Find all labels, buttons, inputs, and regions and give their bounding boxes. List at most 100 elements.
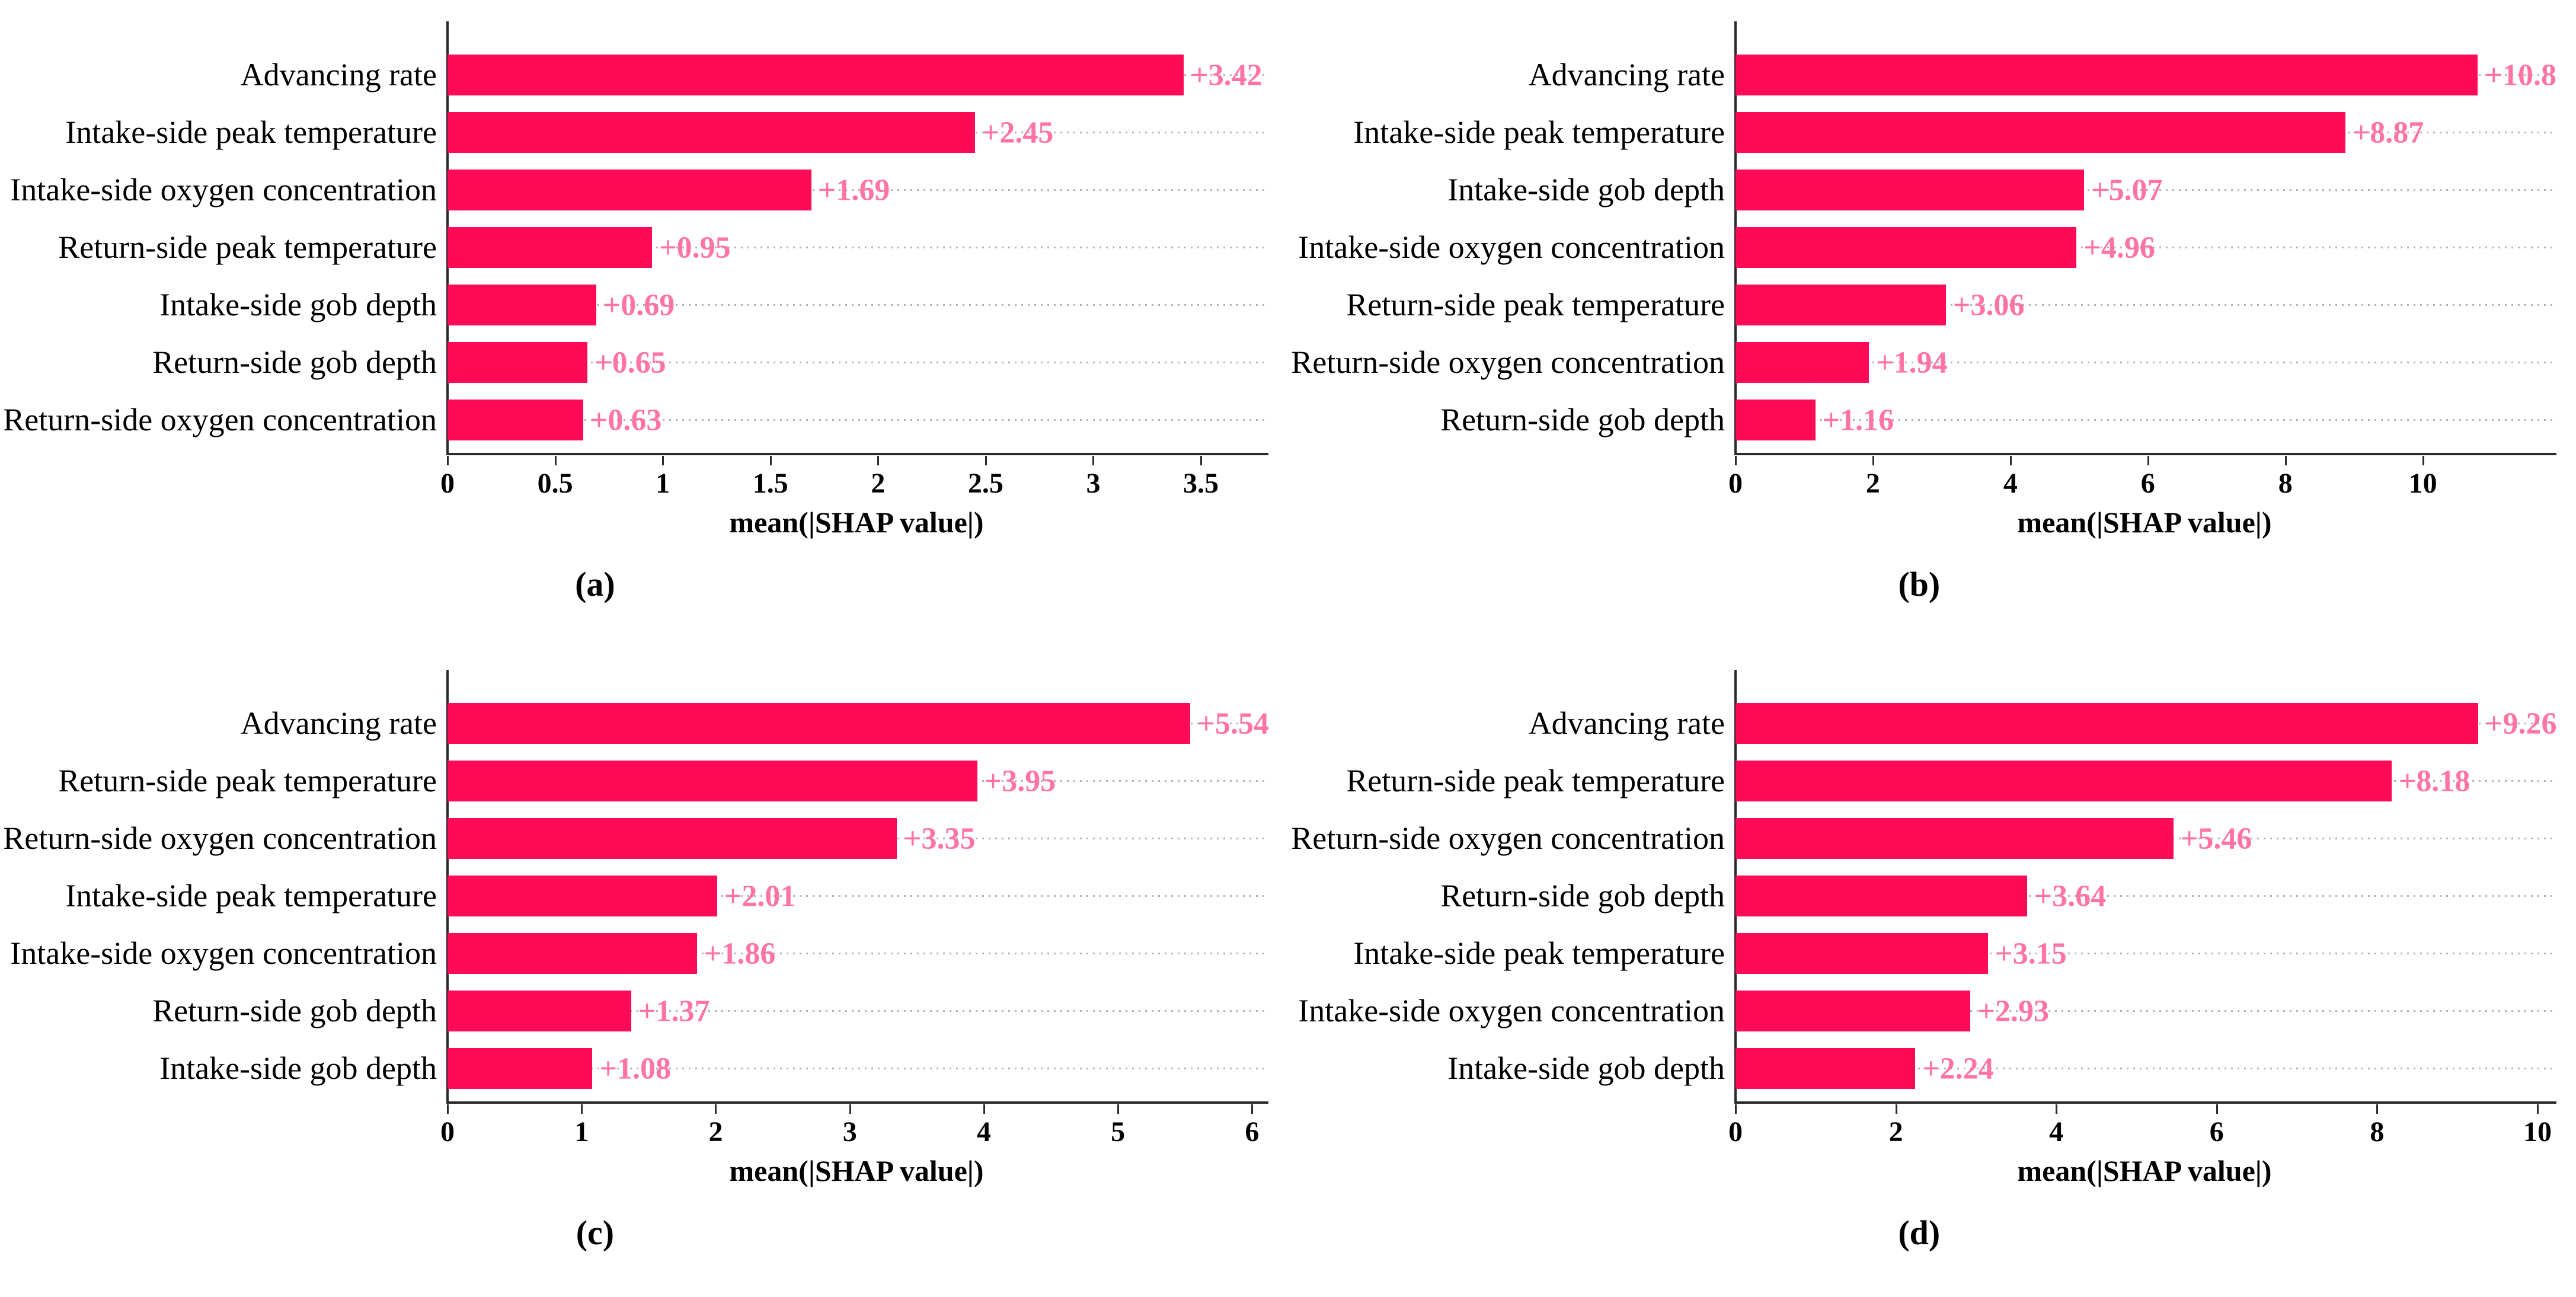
x-tick-label: 3 [1086,468,1101,499]
bar-value-label: +5.46 [2180,822,2252,855]
dotted-gridline [1736,895,2553,897]
feature-label: Intake-side oxygen concentration [1298,993,1725,1028]
x-tick-label: 2 [871,468,886,499]
plot-cell: +1.69 [448,161,1265,219]
x-tick-label: 2 [708,1116,723,1148]
x-tick-label: 2 [1888,1116,1903,1148]
shap-bar [1736,1048,1916,1089]
bar-value-label: +2.24 [1922,1052,1994,1085]
feature-label: Advancing rate [240,57,437,92]
feature-label: Advancing rate [1528,57,1725,92]
dotted-gridline [448,247,1265,248]
plot-cell: +2.45 [448,104,1265,161]
feature-label: Intake-side peak temperature [65,114,437,150]
dotted-gridline [1736,953,2553,954]
bar-row: Advancing rate +9.26 [1288,695,2556,752]
shap-bar [448,227,652,268]
dotted-gridline [448,1010,1265,1012]
feature-label: Intake-side oxygen concentration [1298,229,1725,265]
x-tick-label: 0 [1728,1116,1743,1148]
plot-cell: +4.96 [1736,219,2553,276]
x-tick-label: 5 [1111,1116,1126,1148]
shap-bar [448,1048,593,1089]
x-tick-mark [2147,456,2149,465]
bar-rows: Advancing rate +9.26 Return-side peak temp… [1288,695,2556,1097]
feature-label: Return-side peak temperature [58,763,437,798]
shap-bar [448,818,897,859]
plot-cell: +3.06 [1736,276,2553,334]
x-tick-label: 4 [2049,1116,2064,1148]
plot-cell: +3.35 [448,810,1265,867]
shap-bar [448,170,811,210]
bar-row: Intake-side oxygen concentration +2.93 [1288,982,2553,1040]
plot-cell: +2.24 [1736,1040,2553,1097]
shap-panel-d: Advancing rate +9.26 Return-side peak temp… [1288,648,2576,1297]
feature-label: Intake-side oxygen concentration [10,172,437,207]
x-tick-label: 4 [976,1116,991,1148]
plot-cell: +0.95 [448,219,1265,276]
x-axis-ticks: 0 2 4 6 8 10 [1728,453,2553,506]
x-tick-label: 2 [1865,468,1880,499]
bar-row: Intake-side oxygen concentration +1.86 [0,925,1265,982]
dotted-gridline [1736,362,2553,363]
dotted-gridline [1736,1010,2553,1012]
x-axis-line [1734,453,2556,455]
shap-bar [448,342,588,383]
x-axis-line [446,1101,1268,1104]
feature-label: Return-side gob depth [152,344,437,380]
shap-bar [448,933,697,974]
dotted-gridline [1736,247,2553,248]
dotted-gridline [448,189,1265,191]
bar-row: Return-side gob depth +3.64 [1288,867,2553,925]
bar-rows: Advancing rate +3.42 Intake-side peak temp… [0,46,1265,449]
x-tick-mark [2284,456,2287,465]
bar-row: Intake-side gob depth +2.24 [1288,1040,2553,1097]
plot-cell: +8.18 [1736,752,2553,810]
x-tick-label: 10 [2408,468,2437,499]
plot-cell: +0.63 [448,391,1265,449]
x-tick-label: 6 [2209,1116,2224,1148]
bar-value-label: +1.69 [818,173,890,207]
feature-label: Return-side oxygen concentration [1291,344,1725,380]
shap-bar [1736,400,1816,440]
bar-row: Intake-side gob depth +1.08 [0,1040,1265,1097]
bar-row: Return-side peak temperature +3.06 [1288,276,2553,334]
shap-bar [448,55,1184,95]
x-tick-mark [2376,1104,2379,1114]
shap-bar [1736,227,2077,268]
shap-bar [448,400,583,440]
plot-cell: +5.07 [1736,161,2553,219]
x-tick-mark [983,1104,985,1114]
bar-value-label: +10.8 [2485,58,2557,92]
x-tick-label: 3 [842,1116,857,1148]
plot-cell: +1.94 [1736,334,2553,391]
x-tick-mark [877,456,880,465]
plot-cell: +2.01 [448,867,1265,925]
bar-value-label: +2.45 [982,116,1054,149]
shap-bar [1736,818,2174,859]
x-tick-mark [554,456,557,465]
x-axis-title: mean(|SHAP value|) [2017,1154,2272,1187]
bar-value-label: +1.37 [638,994,710,1028]
bar-rows: Advancing rate +10.8 Intake-side peak temp… [1288,46,2557,449]
bar-value-label: +3.06 [1952,288,2025,322]
shap-bar [1736,703,2478,744]
bar-value-label: +3.15 [1995,937,2067,970]
bar-value-label: +3.64 [2034,879,2107,913]
x-tick-mark [2056,1104,2058,1114]
x-axis-title: mean(|SHAP value|) [729,506,984,539]
plot-cell: +10.8 [1736,46,2557,104]
bar-row: Advancing rate +10.8 [1288,46,2557,104]
shap-bar [448,876,717,916]
x-tick-label: 3.5 [1183,468,1219,499]
plot-cell: +5.46 [1736,810,2553,867]
x-tick-mark [2216,1104,2218,1114]
x-tick-mark [1735,1104,1737,1114]
x-axis-title: mean(|SHAP value|) [729,1154,984,1187]
plot-cell: +1.86 [448,925,1265,982]
x-tick-mark [2009,456,2012,465]
plot-cell: +0.69 [448,276,1265,334]
bar-value-label: +8.18 [2398,764,2470,798]
bar-value-label: +0.95 [659,231,731,264]
